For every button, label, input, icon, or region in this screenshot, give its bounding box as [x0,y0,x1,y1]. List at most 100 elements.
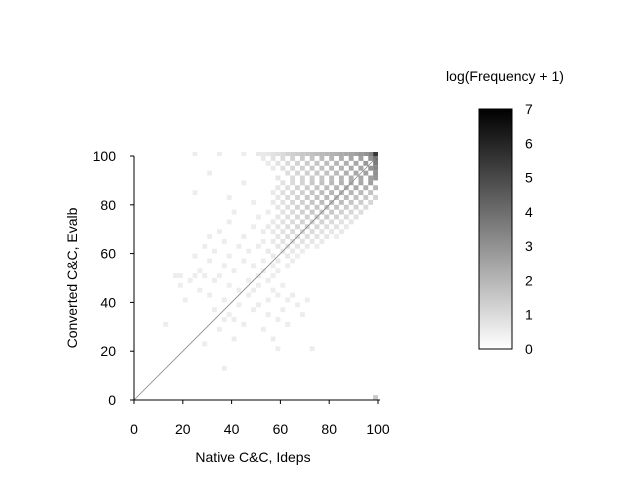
heatmap-cell [373,152,378,156]
heatmap-cell [368,165,374,171]
heatmap-cell [270,219,276,225]
heatmap-cell [295,152,300,156]
heatmap-cell [275,224,281,230]
heatmap-cell [290,190,296,196]
heatmap-cell [212,248,217,254]
y-tick-label: 80 [100,197,116,213]
heatmap-cell [275,268,281,274]
y-axis-label: Converted C&C, Evalb [64,207,80,348]
heatmap-cell [368,199,374,205]
heatmap-cell [290,258,296,264]
heatmap-cell [348,209,354,215]
heatmap-cell [363,185,369,191]
heatmap-cell [343,204,349,210]
heatmap-cell [304,170,310,176]
heatmap-cell [353,152,359,156]
heatmap-cell [304,243,310,249]
x-tick-label: 20 [175,421,191,437]
heatmap-cell [216,273,222,278]
heatmap-cell [299,238,305,244]
heatmap-cell [309,238,315,244]
heatmap-cell [260,229,266,235]
x-tick-label: 40 [224,421,240,437]
heatmap-cell [299,165,305,171]
heatmap-cell [358,152,364,156]
heatmap-cell [202,341,208,347]
heatmap-cell [363,170,369,176]
heatmap-cell [280,190,286,196]
heatmap-cell [299,180,305,186]
x-tick-label: 60 [273,421,289,437]
heatmap-cell [353,195,359,200]
heatmap-cell [295,170,300,176]
heatmap-cell [270,190,276,196]
heatmap-cell [275,204,281,210]
heatmap-cell [290,165,296,171]
heatmap-cell [216,229,222,235]
heatmap-cell [373,175,378,181]
heatmap-cell [260,326,266,332]
heatmap-cell [221,317,227,322]
heatmap-cell [334,204,339,210]
heatmap-cell [343,170,349,176]
x-axis-label: Native C&C, Ideps [195,449,310,465]
heatmap-cell [285,214,291,220]
heatmap-cell [290,152,296,156]
heatmap-cell [290,209,296,215]
heatmap-cell [343,152,349,156]
heatmap-cell [231,268,237,274]
heatmap-cell [251,287,256,293]
heatmap-cell [192,253,198,259]
x-tick-label: 0 [130,421,138,437]
heatmap-cell [270,156,276,161]
heatmap-cell [241,152,247,156]
heatmap-cell [358,209,364,215]
heatmap-cell [295,224,300,230]
heatmap-cell [207,258,213,264]
heatmap-cell [280,156,286,161]
heatmap-cell [304,297,310,303]
heatmap-cell [246,248,252,254]
heatmap-cell [265,209,271,215]
heatmap-cell [343,160,349,166]
heatmap-cell [270,238,276,244]
heatmap-cell [304,204,310,210]
heatmap-cell [231,336,237,342]
heatmap-cell [314,160,320,166]
heatmap-cell [368,190,374,196]
heatmap-cell [363,160,369,166]
heatmap-cell [319,238,325,244]
y-tick-label: 40 [100,294,116,310]
heatmap-cell [338,175,344,181]
heatmap-cell [334,224,339,230]
heatmap-cell [309,175,315,181]
heatmap-cell [338,152,344,156]
heatmap-cell [265,297,271,303]
heatmap-cell [319,156,325,161]
heatmap-cell [275,346,281,352]
heatmap-cell [324,170,330,176]
heatmap-cell [275,317,281,322]
heatmap-cell [241,180,247,186]
heatmap-cell [329,152,335,156]
heatmap-cell [280,238,286,244]
diagonal-reference-line [133,155,379,401]
heatmap-cell [207,170,213,176]
axis-ticks: 0 20 40 60 80 100 0 20 40 60 80 100 [93,148,390,437]
heatmap-cell [348,190,354,196]
heatmap-cell [275,258,281,264]
heatmap-cell [334,160,339,166]
heatmap-cell [295,243,300,249]
heatmap-cell [353,214,359,220]
heatmap-cell [275,234,281,239]
heatmap-cell [290,248,296,254]
heatmap-cell [260,152,266,156]
heatmap-cell [324,152,330,156]
heatmap-cell [256,152,261,156]
heatmap-cell [319,152,325,156]
heatmap-cell [285,234,291,239]
heatmap-cell [309,156,315,161]
heatmap-cell [285,185,291,191]
heatmap-cell [251,199,256,205]
